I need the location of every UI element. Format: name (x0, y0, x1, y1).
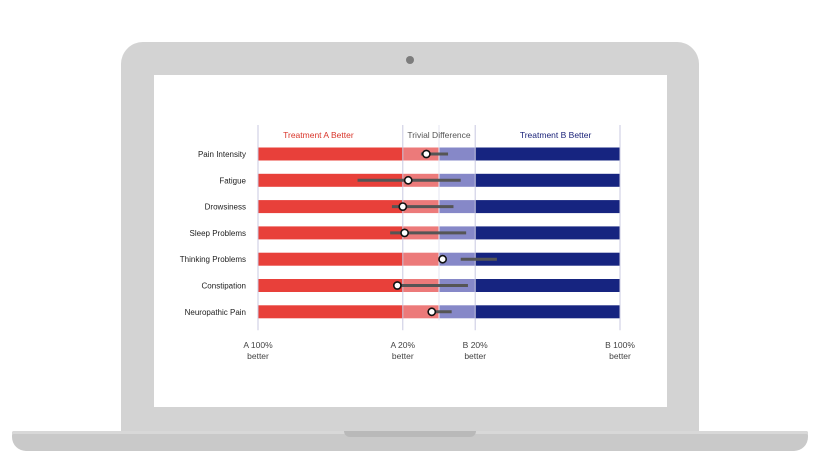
band-a-strong (258, 200, 403, 214)
band-a-strong (258, 147, 403, 161)
laptop-base (12, 431, 808, 451)
band-b-strong (475, 147, 620, 161)
x-tick-label: better (392, 351, 414, 361)
band-b-strong (475, 226, 620, 240)
band-a-strong (258, 279, 403, 292)
laptop-screen: Pain Intensity Fatigue Drowsiness Sleep Pro… (154, 75, 667, 407)
row-label: Thinking Problems (180, 255, 246, 264)
row-label: Neuropathic Pain (185, 308, 246, 317)
row-band (258, 252, 620, 266)
row-bands (258, 147, 620, 319)
row-band (258, 200, 620, 214)
row-band (258, 226, 620, 240)
row-label: Drowsiness (205, 203, 246, 212)
zone-dividers (257, 125, 621, 331)
band-a-strong (258, 173, 403, 187)
row-label: Sleep Problems (190, 229, 246, 238)
point-estimate (438, 254, 448, 264)
x-tick-label: better (247, 351, 269, 361)
band-a-trivial (402, 252, 439, 266)
zone-header: Trivial Difference (407, 130, 471, 140)
point-estimates (392, 149, 448, 317)
band-b-strong (475, 252, 620, 266)
point-estimate (403, 175, 413, 185)
point-estimate (427, 307, 437, 317)
band-b-strong (475, 279, 620, 292)
x-tick-label: better (464, 351, 486, 361)
band-b-trivial (439, 147, 476, 161)
band-a-strong (258, 305, 403, 319)
row-label: Constipation (202, 282, 246, 291)
row-band (258, 147, 620, 161)
band-b-trivial (439, 200, 476, 214)
band-b-trivial (439, 305, 476, 319)
x-tick-label: A 100% (243, 340, 273, 350)
band-b-trivial (439, 252, 476, 266)
x-tick-label: better (609, 351, 631, 361)
row-label: Pain Intensity (198, 150, 246, 159)
point-estimate (400, 228, 410, 238)
forest-bar-chart: Pain Intensity Fatigue Drowsiness Sleep Pro… (180, 125, 635, 361)
band-a-strong (258, 252, 403, 266)
zone-headers: Treatment A Better Trivial Difference Trea… (283, 130, 591, 140)
x-tick-label: B 20% (463, 340, 488, 350)
row-band (258, 279, 620, 292)
band-b-strong (475, 305, 620, 319)
point-estimate (421, 149, 431, 159)
row-labels: Pain Intensity Fatigue Drowsiness Sleep Pro… (180, 150, 247, 317)
band-b-strong (475, 200, 620, 214)
band-b-strong (475, 173, 620, 187)
x-tick-label: A 20% (391, 340, 416, 350)
zone-header: Treatment B Better (520, 130, 592, 140)
zone-header: Treatment A Better (283, 130, 354, 140)
webcam-icon (406, 56, 414, 64)
point-estimate (392, 281, 402, 290)
x-tick-label: B 100% (605, 340, 635, 350)
row-label: Fatigue (219, 176, 246, 185)
laptop-notch (344, 431, 476, 437)
point-estimate (398, 202, 408, 211)
row-band (258, 173, 620, 187)
band-a-strong (258, 226, 403, 240)
row-band (258, 305, 620, 319)
